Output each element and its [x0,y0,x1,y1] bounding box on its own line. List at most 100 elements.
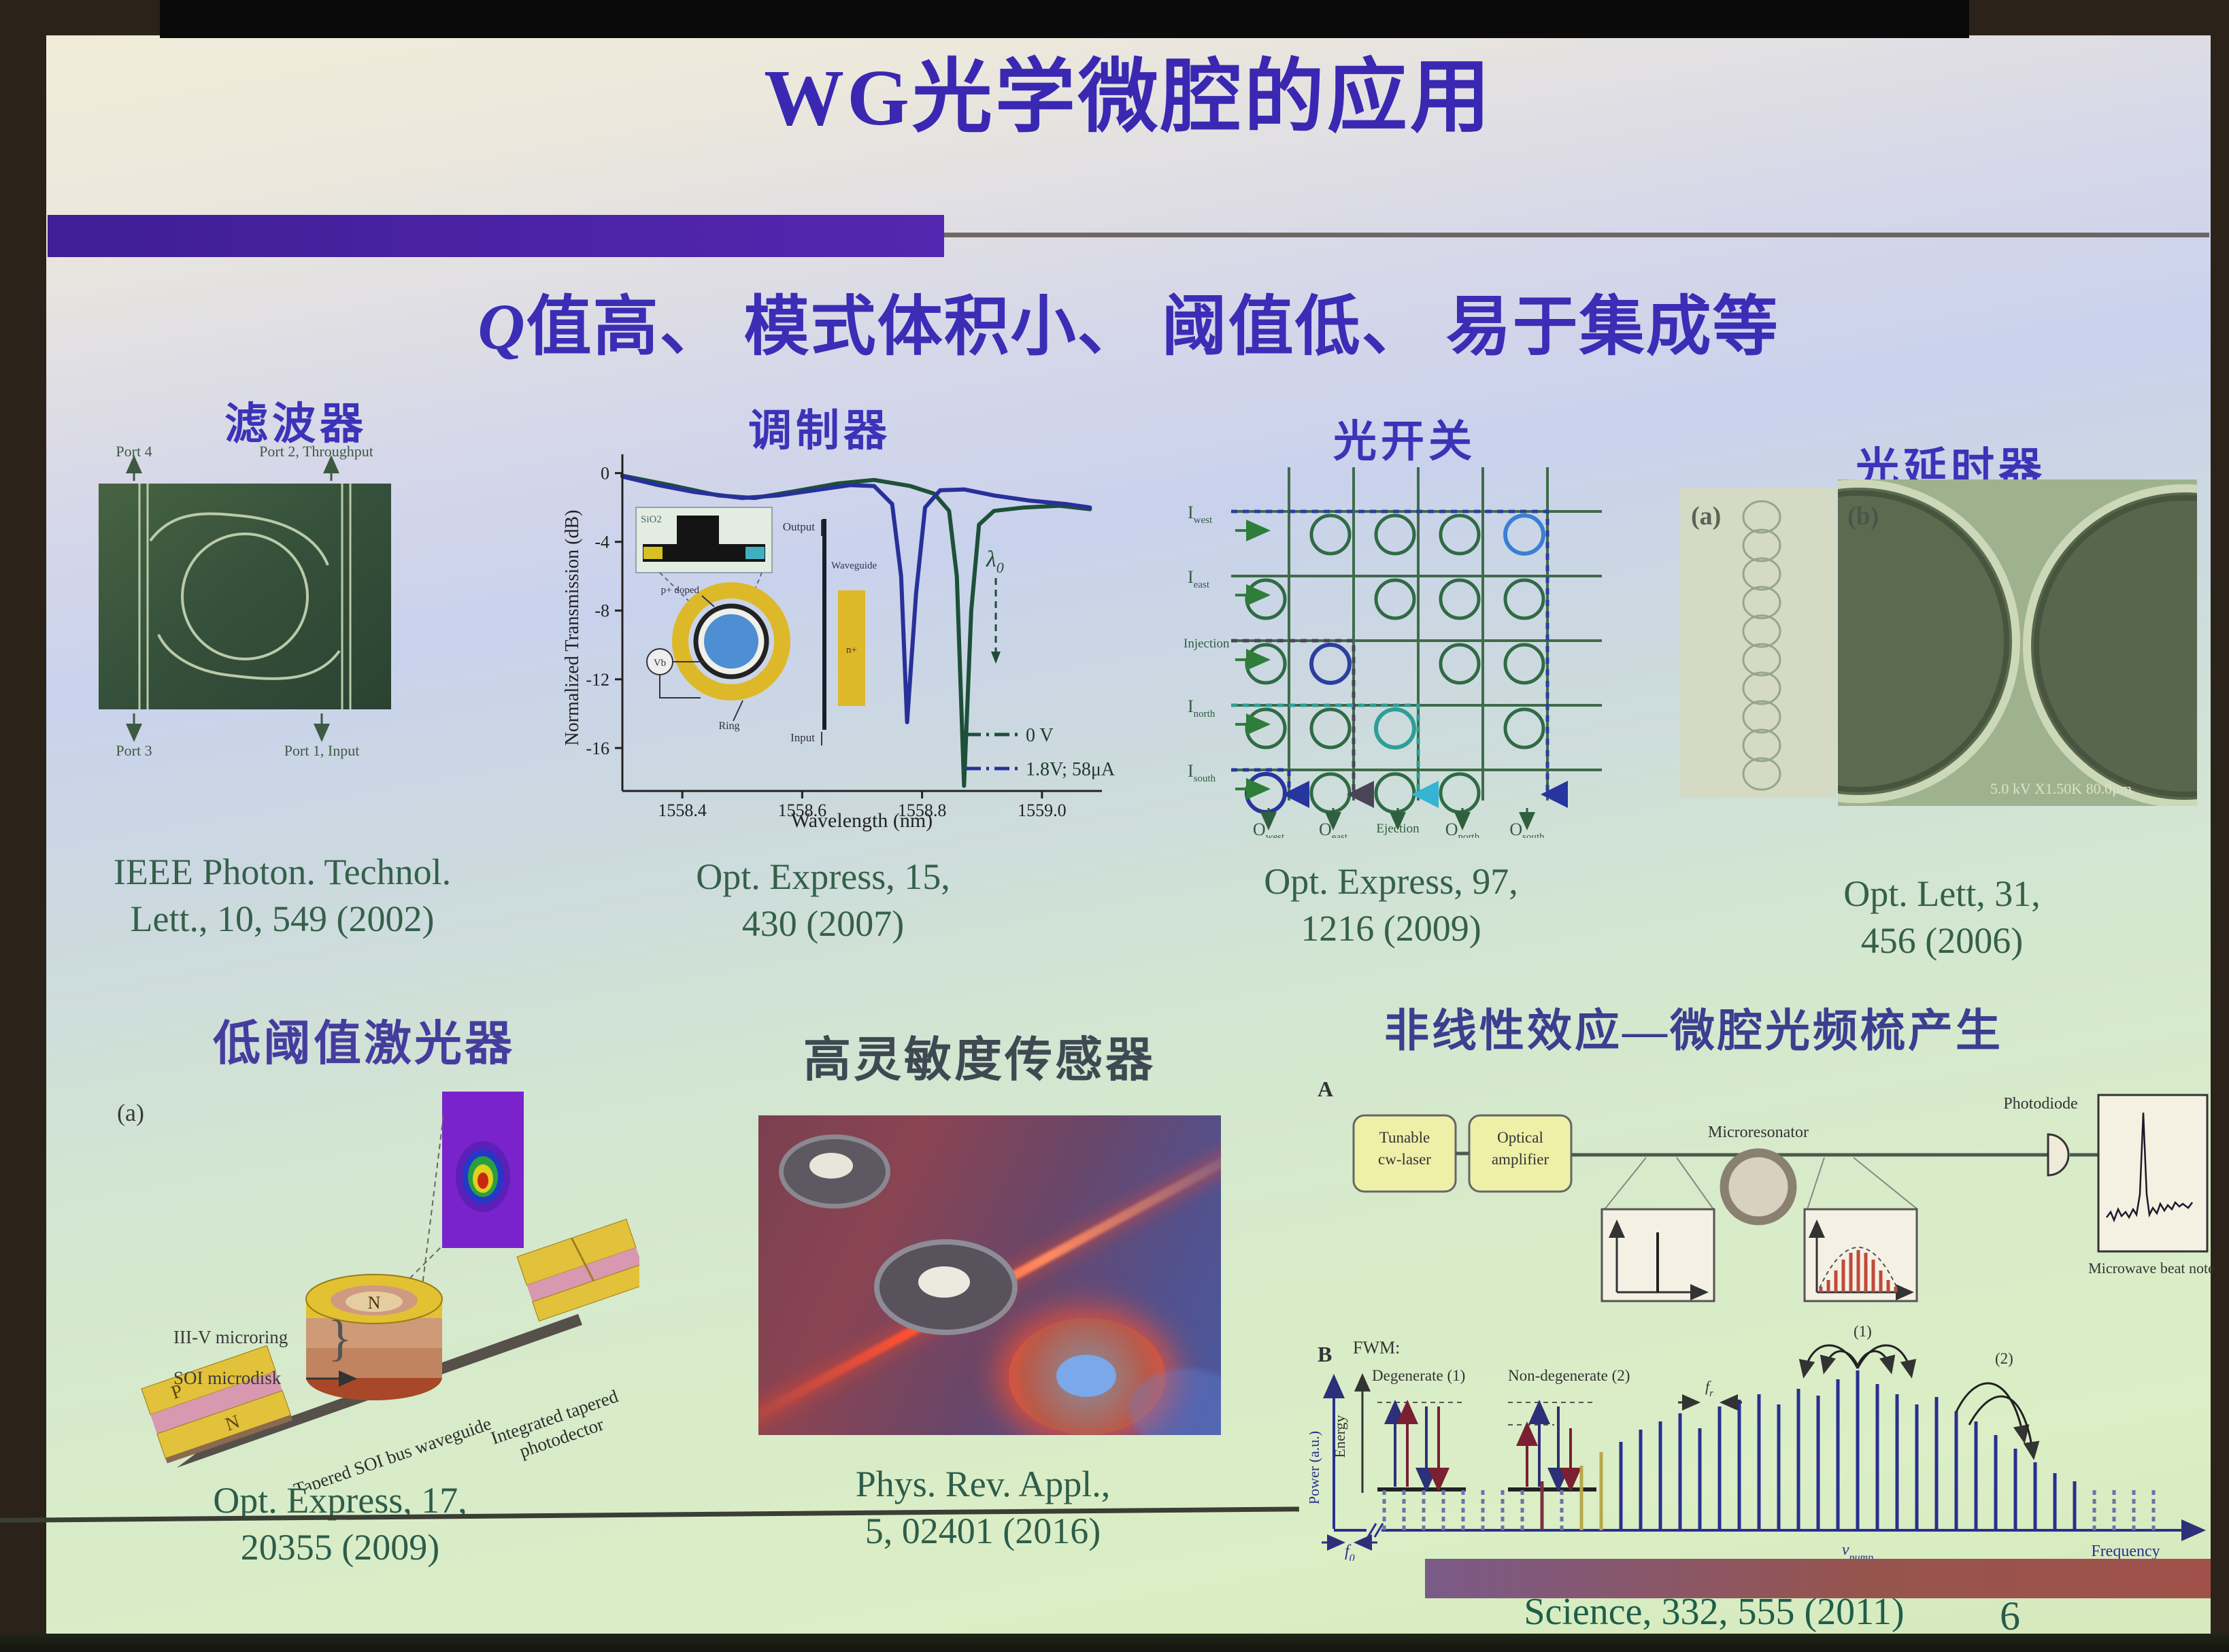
switch-output-arrows [1260,808,1535,830]
inset-output-label: Output [783,520,816,533]
ring-resonator-shape [138,484,352,709]
box1-line1: Tunable [1379,1129,1430,1146]
delay-figure: (a) (b) 5.0 kV X1.50K 80.0μm [1680,479,2197,806]
fr-sub: r [1709,1388,1713,1399]
input-label: I [1188,503,1194,522]
switch-ring [1245,772,1287,814]
heading-switch: 光开关 [1333,418,1476,466]
microresonator-ring [1720,1148,1797,1226]
switch-figure: Iwest Ieast Injection Inorth Isouth Owes… [1184,467,1602,838]
switch-routed-paths [1231,509,1568,808]
inset-blue-disk [704,614,758,669]
inset-nplus-label: n+ [846,645,857,656]
output-label: O [1509,820,1522,838]
input-label: I [1188,567,1194,587]
chain-ring [1742,671,1781,705]
f0-letter: f [1345,1543,1352,1560]
sensor-figure [758,1115,1221,1435]
nondegenerate-label: Non-degenerate (2) [1508,1367,1630,1384]
laser-label-a: (a) [117,1099,144,1126]
vpump-label: νpump [1842,1541,1873,1561]
inset-vb-label: Vb [654,658,666,669]
switch-ring-array [1245,513,1545,814]
heading-comb: 非线性效应—微腔光频梳产生 [1384,1007,2003,1056]
x-tick-label: 1558.4 [658,800,707,820]
lambda0-letter: λ [986,547,996,572]
beatnote-label: Microwave beat note [2088,1260,2214,1277]
f0-sub: 0 [1350,1553,1355,1561]
output-label: Ejection [1376,822,1420,836]
input-sub: east [1194,579,1210,590]
subtitle-q: Q [477,290,526,363]
y-tick-label: -16 [586,739,609,758]
y-tick-label: -8 [594,601,609,621]
transmission-curve [620,474,1092,724]
box2-line1: Optical [1497,1129,1543,1146]
citation-line: Phys. Rev. Appl., [855,1464,1111,1504]
switch-ring [1439,578,1481,620]
citation-line: 430 (2007) [741,903,905,945]
degenerate-diagram [1377,1400,1466,1492]
x-tick-label: 1559.0 [1018,800,1067,820]
delay-label-a: (a) [1691,502,1721,530]
chain-ring [1742,700,1781,734]
nondegenerate-diagram [1508,1400,1596,1492]
callout-lines [1604,1157,1918,1210]
nu-letter: ν [1842,1541,1849,1559]
switch-ring [1439,772,1481,814]
chain-ring [1742,500,1781,534]
laser-n-ring-label: N [368,1293,381,1313]
chain-ring [1742,528,1781,562]
box2-line2: amplifier [1492,1151,1549,1168]
title-accent-bar [48,215,944,257]
filter-figure: Port 4 Port 2, Throughput Port 3 Port 1,… [99,443,391,759]
frequency-axis-label: Frequency [2091,1543,2160,1560]
citation-line: 1216 (2009) [1301,908,1481,949]
y-tick-label: -12 [586,670,609,690]
switch-ring [1374,578,1416,620]
citation-delay: Opt. Lett, 31, 456 (2006) [1704,871,2180,964]
laser-figure: (a) N P N III-V microring } S [117,1092,639,1489]
lambda0-annotation: λ0 [986,547,1004,664]
modulator-legend: 0 V 1.8V; 58μA [966,725,1116,780]
heading-modulator: 调制器 [748,407,891,455]
svg-text:Onorth: Onorth [1445,820,1480,838]
switch-ring [1503,513,1545,556]
inset-ring-label: Ring [718,720,739,732]
output-sub: north [1458,832,1480,838]
citation-line: Opt. Express, 97, [1264,861,1518,902]
switch-input-arrows [1235,520,1271,800]
microresonator-label: Microresonator [1708,1124,1809,1141]
fr-letter: f [1705,1378,1711,1395]
switch-ring [1245,707,1287,749]
fwm-arcs [1798,1344,2040,1460]
y-tick-label: -4 [594,533,609,552]
svg-text:Injection: Injection [1184,637,1230,651]
photodetector-chip [516,1219,639,1322]
citation-sensor: Phys. Rev. Appl., 5, 02401 (2016) [745,1461,1221,1555]
citation-line: 20355 (2009) [240,1527,440,1568]
subtitle-rest: 值高、 模式体积小、 阈值低、 易于集成等 [526,290,1779,363]
switch-ring [1503,643,1545,685]
power-axis-label: Power (a.u.) [1309,1431,1322,1504]
svg-text:λ0: λ0 [986,547,1004,576]
coupled-ring-chain [1742,500,1781,791]
mark1-label: (1) [1854,1323,1872,1340]
mode-profile-inset [442,1092,524,1248]
switch-ring [1374,772,1416,814]
comb-label-b: B [1318,1342,1332,1366]
citation-filter: IEEE Photon. Technol. Lett., 10, 549 (20… [44,849,520,943]
input-label: I [1188,761,1194,781]
comb-label-a: A [1318,1077,1333,1101]
citation-switch: Opt. Express, 97, 1216 (2009) [1153,858,1629,952]
output-sub: west [1266,832,1285,838]
filter-port3-label: Port 3 [116,742,152,759]
page-title: WG光学微腔的应用 [764,53,1493,142]
switch-ring [1245,578,1287,620]
beatnote-box [2097,1094,2209,1253]
inset-heater-pad [838,590,865,706]
microdisk-center [809,1153,853,1179]
modulator-figure: 1558.4 1558.6 1558.8 1559.0 0 -4 -8 -12 -16 Norm… [562,454,1116,832]
slide-subtitle: Q值高、 模式体积小、 阈值低、 易于集成等 [46,273,2211,368]
axis-break-icon [1367,1523,1384,1538]
